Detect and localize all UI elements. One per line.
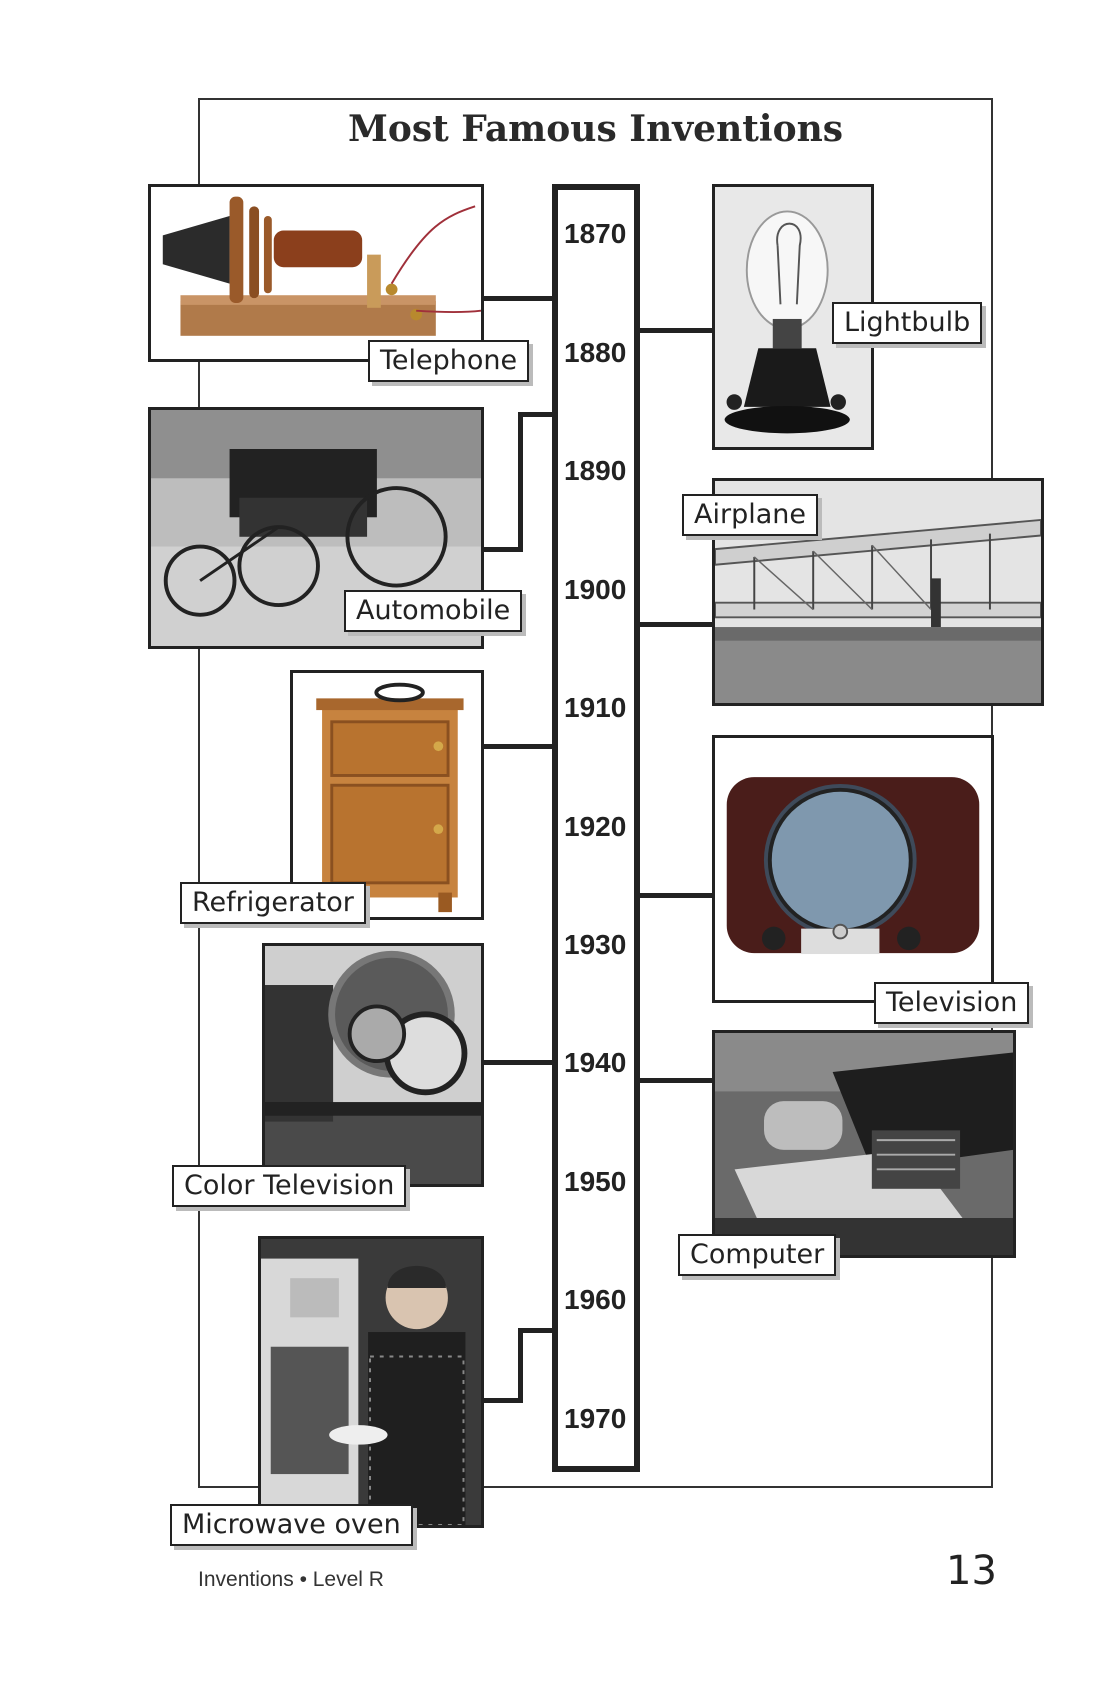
color-television-photo	[262, 943, 484, 1187]
label-telephone: Telephone	[368, 340, 530, 382]
year-1970: 1970	[564, 1403, 627, 1434]
page-title: Most Famous Inventions	[347, 108, 844, 150]
year-1880: 1880	[564, 337, 627, 368]
computer-photo	[712, 1030, 1016, 1258]
year-1900: 1900	[564, 574, 627, 605]
label-refrigerator: Refrigerator	[180, 882, 366, 924]
connector-microwave-bottom	[482, 1398, 523, 1403]
connector-airplane	[638, 622, 714, 627]
label-color-television: Color Television	[172, 1165, 407, 1207]
label-computer: Computer	[678, 1234, 837, 1276]
label-airplane: Airplane	[682, 494, 818, 536]
year-1960: 1960	[564, 1284, 627, 1315]
page-number: 13	[946, 1548, 997, 1594]
television-photo	[712, 735, 994, 1003]
timeline-bar	[552, 184, 640, 1472]
connector-automobile-bottom	[482, 547, 523, 552]
connector-microwave-vert	[518, 1328, 523, 1403]
automobile-photo	[148, 407, 484, 649]
connector-refrigerator	[482, 744, 554, 749]
label-automobile: Automobile	[344, 590, 523, 632]
year-1910: 1910	[564, 692, 627, 723]
connector-television	[638, 893, 714, 898]
connector-automobile-top	[518, 412, 554, 417]
connector-microwave-top	[518, 1328, 554, 1333]
telephone-photo	[148, 184, 484, 362]
label-lightbulb: Lightbulb	[832, 302, 983, 344]
footer-book-title: Inventions • Level R	[198, 1568, 384, 1591]
connector-computer	[638, 1078, 714, 1083]
label-television: Television	[874, 982, 1030, 1024]
microwave-oven-photo	[258, 1236, 484, 1528]
connector-lightbulb	[638, 328, 714, 333]
year-1890: 1890	[564, 455, 627, 486]
year-1940: 1940	[564, 1047, 627, 1078]
year-1920: 1920	[564, 811, 627, 842]
year-1930: 1930	[564, 929, 627, 960]
label-microwave-oven: Microwave oven	[170, 1504, 413, 1546]
connector-telephone	[482, 296, 554, 301]
year-1870: 1870	[564, 218, 627, 249]
refrigerator-photo	[290, 670, 484, 920]
connector-automobile-vert	[518, 412, 523, 552]
connector-color-television	[482, 1060, 554, 1065]
year-1950: 1950	[564, 1166, 627, 1197]
